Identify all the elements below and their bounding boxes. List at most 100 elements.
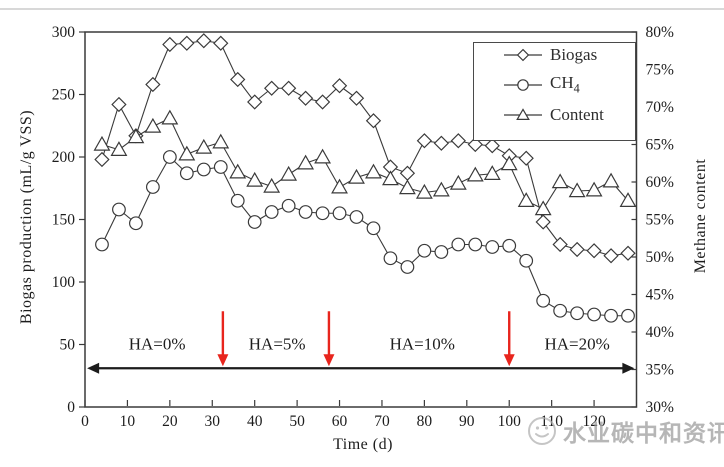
right-tick-label: 60% [646, 174, 675, 191]
content-marker [297, 154, 315, 170]
ch4-marker [264, 205, 279, 219]
content-marker [110, 141, 128, 156]
content-marker [449, 174, 467, 190]
content-marker [517, 192, 535, 207]
x-tick-label: 120 [582, 413, 606, 430]
biogas-marker [94, 151, 110, 168]
ch4-marker [95, 237, 109, 252]
legend-label-biogas: Biogas [550, 45, 598, 64]
content-marker [127, 128, 145, 144]
phase-label: HA=10% [390, 334, 455, 353]
content-marker [551, 173, 569, 189]
content-marker [415, 183, 433, 199]
ch4-marker [112, 202, 126, 217]
ch4-marker [247, 215, 262, 229]
content-marker [382, 170, 399, 186]
content-marker [280, 165, 298, 181]
x-tick-label: 70 [374, 413, 390, 430]
biogas-marker [586, 243, 602, 259]
ch4-marker [604, 308, 618, 323]
content-marker [212, 133, 230, 149]
content-marker [263, 177, 281, 193]
biogas-marker [603, 248, 619, 264]
right-tick-label: 50% [646, 249, 675, 266]
content-marker [365, 163, 382, 179]
biogas-marker [569, 241, 585, 258]
ch4-marker [315, 206, 330, 221]
ch4-marker [519, 253, 534, 268]
right-tick-label: 45% [646, 287, 675, 304]
legend-label-content: Content [550, 105, 604, 124]
ch4-marker [366, 221, 381, 236]
ch4-marker [485, 240, 500, 254]
left-tick-label: 0 [67, 399, 75, 416]
biogas-marker [297, 90, 314, 106]
phase-span-arrow-right-head [622, 362, 635, 374]
ch4-marker [400, 260, 415, 274]
ch4-marker [129, 216, 143, 231]
content-marker [331, 178, 348, 194]
content-marker [229, 163, 247, 179]
right-tick-label: 40% [646, 324, 675, 341]
biogas-marker [196, 33, 212, 49]
x-axis-title: Time (d) [333, 436, 393, 453]
dose-change-arrow-head [323, 354, 335, 367]
content-marker [161, 109, 179, 125]
x-tick-label: 60 [332, 413, 348, 430]
biogas-marker [247, 94, 263, 110]
right-tick-label: 80% [646, 24, 675, 41]
content-marker [398, 179, 416, 195]
content-marker [178, 145, 196, 161]
right-tick-label: 70% [646, 99, 675, 116]
left-tick-label: 300 [52, 24, 76, 41]
left-tick-label: 150 [52, 212, 76, 229]
left-tick-label: 250 [52, 87, 76, 104]
top-divider-line [0, 8, 724, 10]
x-tick-label: 100 [498, 413, 522, 430]
ch4-marker [162, 150, 177, 164]
biogas-marker [264, 80, 280, 96]
right-tick-label: 55% [646, 212, 675, 229]
content-marker [246, 171, 264, 187]
legend-entry-biogas: Biogas [504, 44, 597, 66]
biogas-marker [450, 133, 466, 149]
biogas-marker [280, 80, 297, 96]
x-tick-label: 30 [205, 413, 221, 430]
content-marker [568, 182, 586, 198]
ch4-marker [621, 308, 635, 323]
biogas-marker [535, 214, 551, 230]
biogas-marker [399, 165, 416, 181]
legend-entry-content: Content [504, 104, 604, 126]
right-tick-label: 75% [646, 62, 675, 79]
ch4-marker [281, 198, 296, 213]
legend-content-triangle-icon [504, 108, 542, 120]
content-marker [348, 168, 365, 184]
ch4-marker [468, 237, 483, 252]
biogas-marker [365, 113, 382, 129]
content-marker [602, 172, 620, 188]
phase-label: HA=5% [249, 334, 306, 353]
phase-span-arrow-left-head [87, 362, 100, 374]
ch4-marker [230, 193, 245, 208]
biogas-marker [467, 136, 483, 153]
biogas-marker [552, 236, 568, 253]
legend: Biogas CH4 Content [473, 42, 636, 141]
x-tick-label: 40 [247, 413, 263, 430]
biogas-marker [484, 138, 500, 154]
ch4-marker [502, 238, 517, 253]
biogas-marker [213, 35, 229, 51]
left-tick-label: 100 [52, 274, 76, 291]
content-marker [534, 200, 552, 216]
x-tick-label: 80 [417, 413, 433, 430]
biogas-marker [416, 133, 433, 149]
content-marker [314, 148, 332, 164]
content-marker [432, 181, 450, 197]
biogas-marker [348, 90, 365, 106]
x-tick-label: 20 [162, 413, 178, 430]
ch4-marker [383, 251, 398, 266]
right-tick-label: 35% [646, 362, 675, 379]
phase-label: HA=20% [544, 334, 609, 353]
content-marker [585, 181, 603, 197]
x-tick-label: 10 [120, 413, 136, 430]
